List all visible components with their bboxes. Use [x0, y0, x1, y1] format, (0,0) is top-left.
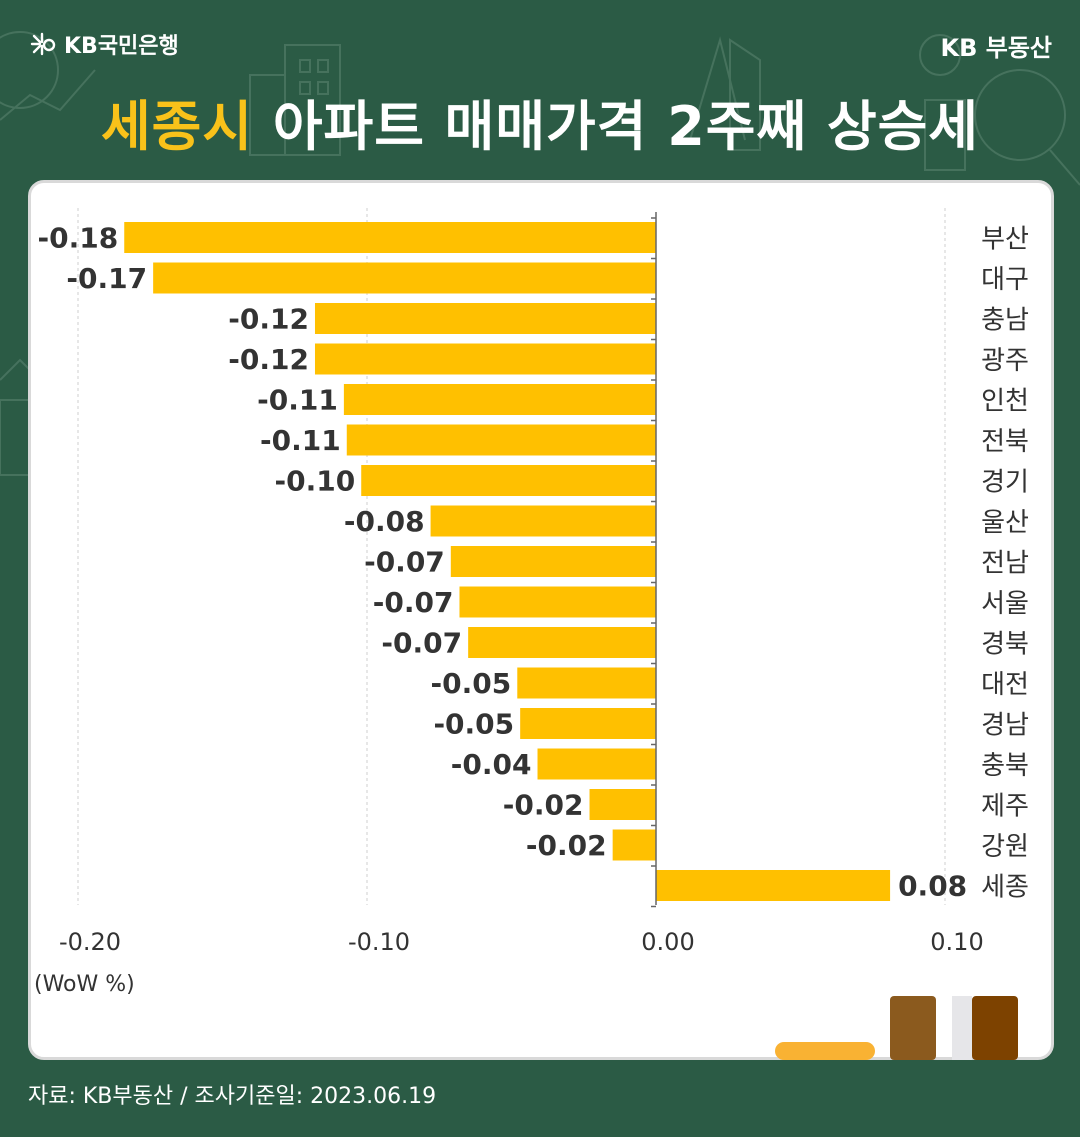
x-tick-label: -0.20	[59, 928, 121, 956]
x-tick-label: 0.10	[930, 928, 983, 956]
book-icon	[952, 996, 972, 1060]
data-label: -0.05	[433, 708, 514, 741]
category-label: 부산	[981, 225, 1029, 255]
category-label: 세종	[981, 873, 1029, 903]
kb-star-icon	[30, 32, 56, 56]
category-label: 대전	[981, 670, 1029, 700]
book-icon	[972, 996, 1018, 1060]
source-footnote: 자료: KB부동산 / 조사기준일: 2023.06.19	[28, 1084, 437, 1109]
data-label: -0.07	[373, 586, 454, 619]
category-label: 제주	[981, 792, 1029, 822]
kb-bank-logo: KB국민은행	[28, 28, 179, 60]
data-label: -0.12	[228, 343, 309, 376]
category-label: 광주	[981, 346, 1029, 376]
bar	[153, 262, 656, 294]
bar	[517, 667, 656, 699]
bar	[612, 829, 656, 861]
bar	[589, 789, 656, 820]
bar	[314, 303, 656, 334]
category-label: 서울	[981, 589, 1029, 619]
page-title: 세종시 아파트 매매가격 2주째 상승세	[0, 82, 1080, 161]
data-label: -0.07	[364, 546, 445, 579]
data-label: -0.12	[228, 303, 309, 336]
category-label: 충북	[981, 751, 1029, 781]
bar	[124, 222, 657, 253]
category-label: 전북	[981, 427, 1029, 457]
bar	[314, 343, 656, 375]
category-label: 전남	[981, 549, 1029, 579]
x-tick-label: -0.10	[348, 928, 410, 956]
bar	[537, 748, 656, 780]
category-label: 경남	[981, 711, 1029, 741]
data-label: -0.02	[526, 829, 607, 862]
category-label: 경기	[981, 468, 1029, 498]
category-label: 울산	[981, 508, 1029, 538]
brand-right-text: KB 부동산	[940, 34, 1053, 62]
data-label: -0.17	[66, 262, 147, 295]
category-label: 경북	[981, 630, 1029, 660]
bar	[346, 424, 656, 456]
book-icon	[890, 996, 936, 1060]
bar	[361, 465, 656, 496]
title-rest: 아파트 매매가격 2주째 상승세	[253, 95, 979, 158]
x-tick-label: 0.00	[641, 928, 694, 956]
title-highlight: 세종시	[101, 95, 254, 158]
data-label: -0.07	[381, 627, 462, 660]
category-label: 인천	[981, 387, 1029, 417]
data-label: -0.04	[451, 748, 532, 781]
data-label: -0.08	[344, 505, 425, 538]
data-label: 0.08	[898, 870, 967, 903]
category-label: 강원	[981, 832, 1029, 862]
category-label: 대구	[981, 265, 1029, 295]
data-label: -0.02	[503, 789, 584, 822]
bar	[450, 546, 656, 577]
bar	[656, 870, 891, 901]
unit-label: (WoW %)	[34, 972, 135, 997]
data-label: -0.11	[260, 424, 341, 457]
bar	[459, 586, 656, 618]
bar	[343, 384, 656, 415]
bar	[520, 708, 656, 739]
data-label: -0.10	[275, 465, 356, 498]
bar	[430, 505, 656, 537]
brand-left-text: KB국민은행	[64, 34, 179, 59]
category-label: 충남	[981, 306, 1029, 336]
data-label: -0.05	[431, 667, 512, 700]
lying-book-icon	[775, 1042, 875, 1060]
bar	[468, 627, 656, 658]
data-label: -0.18	[38, 222, 119, 255]
data-label: -0.11	[257, 384, 338, 417]
